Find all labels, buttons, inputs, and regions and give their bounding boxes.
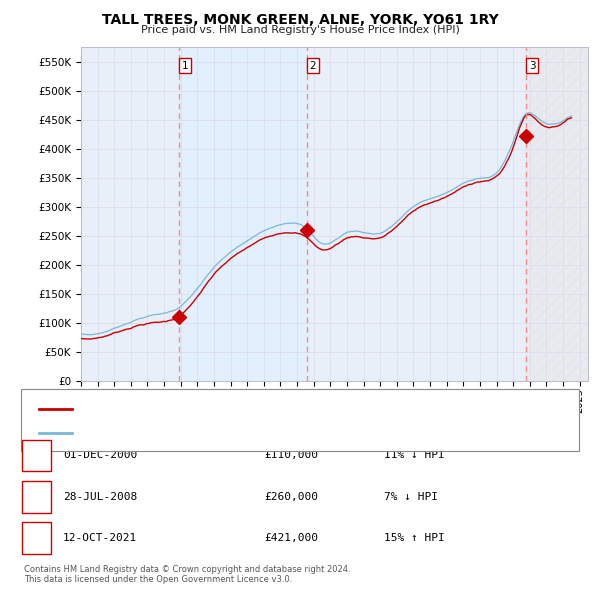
Text: 01-DEC-2000: 01-DEC-2000	[63, 451, 137, 460]
Text: 2: 2	[309, 61, 316, 71]
Text: £260,000: £260,000	[264, 492, 318, 502]
Text: 15% ↑ HPI: 15% ↑ HPI	[384, 533, 445, 543]
Text: £421,000: £421,000	[264, 533, 318, 543]
Text: 28-JUL-2008: 28-JUL-2008	[63, 492, 137, 502]
Text: TALL TREES, MONK GREEN, ALNE, YORK, YO61 1RY (detached house): TALL TREES, MONK GREEN, ALNE, YORK, YO61…	[80, 404, 416, 414]
Text: 12-OCT-2021: 12-OCT-2021	[63, 533, 137, 543]
Bar	[526, 47, 588, 381]
Text: Contains HM Land Registry data © Crown copyright and database right 2024.
This d: Contains HM Land Registry data © Crown c…	[24, 565, 350, 584]
Text: 3: 3	[529, 61, 535, 71]
Text: TALL TREES, MONK GREEN, ALNE, YORK, YO61 1RY: TALL TREES, MONK GREEN, ALNE, YORK, YO61…	[101, 13, 499, 27]
Text: HPI: Average price, detached house, North Yorkshire: HPI: Average price, detached house, Nort…	[80, 428, 335, 438]
Text: 11% ↓ HPI: 11% ↓ HPI	[384, 451, 445, 460]
Text: 3: 3	[33, 532, 40, 545]
Text: 2: 2	[33, 490, 40, 503]
Bar	[179, 47, 307, 381]
Bar	[307, 47, 526, 381]
Bar	[81, 47, 179, 381]
Text: 1: 1	[33, 449, 40, 462]
Text: 1: 1	[182, 61, 188, 71]
Text: Price paid vs. HM Land Registry's House Price Index (HPI): Price paid vs. HM Land Registry's House …	[140, 25, 460, 35]
Text: £110,000: £110,000	[264, 451, 318, 460]
Text: 7% ↓ HPI: 7% ↓ HPI	[384, 492, 438, 502]
